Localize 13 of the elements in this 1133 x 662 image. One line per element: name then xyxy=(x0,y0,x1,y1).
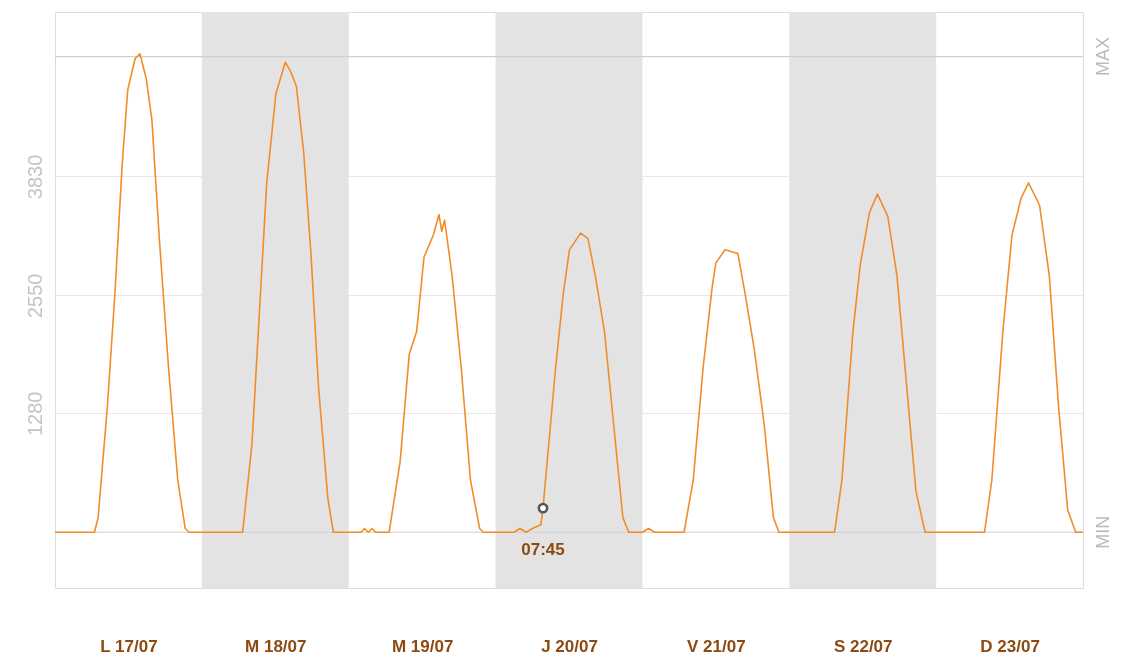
x-tick-label: M 19/07 xyxy=(391,636,454,656)
x-tick-label: V 21/07 xyxy=(687,636,746,656)
x-tick-label: S 22/07 xyxy=(833,636,893,656)
ref-line-label: MAX xyxy=(1093,37,1113,77)
y-tick-label: 2550 xyxy=(23,273,46,319)
ref-line-label: MIN xyxy=(1093,515,1113,549)
y-tick-label: 3830 xyxy=(23,154,46,200)
x-tick-label: M 18/07 xyxy=(245,636,307,656)
x-tick-label: D 23/07 xyxy=(980,636,1040,656)
y-tick-label: 1280 xyxy=(23,391,46,437)
x-tick-label: J 20/07 xyxy=(541,636,598,656)
x-tick-label: L 17/07 xyxy=(100,636,158,656)
annotation: 07:45 xyxy=(521,540,565,560)
